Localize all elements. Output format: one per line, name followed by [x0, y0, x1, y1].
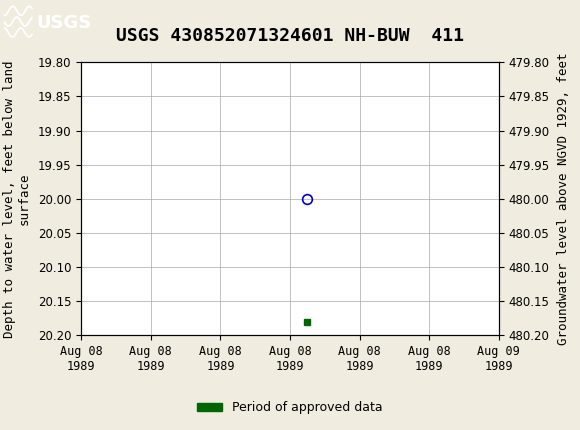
Y-axis label: Depth to water level, feet below land
surface: Depth to water level, feet below land su… [3, 60, 31, 338]
Legend: Period of approved data: Period of approved data [192, 396, 388, 419]
Text: USGS 430852071324601 NH-BUW  411: USGS 430852071324601 NH-BUW 411 [116, 27, 464, 45]
Y-axis label: Groundwater level above NGVD 1929, feet: Groundwater level above NGVD 1929, feet [557, 52, 570, 345]
Text: USGS: USGS [36, 14, 91, 31]
